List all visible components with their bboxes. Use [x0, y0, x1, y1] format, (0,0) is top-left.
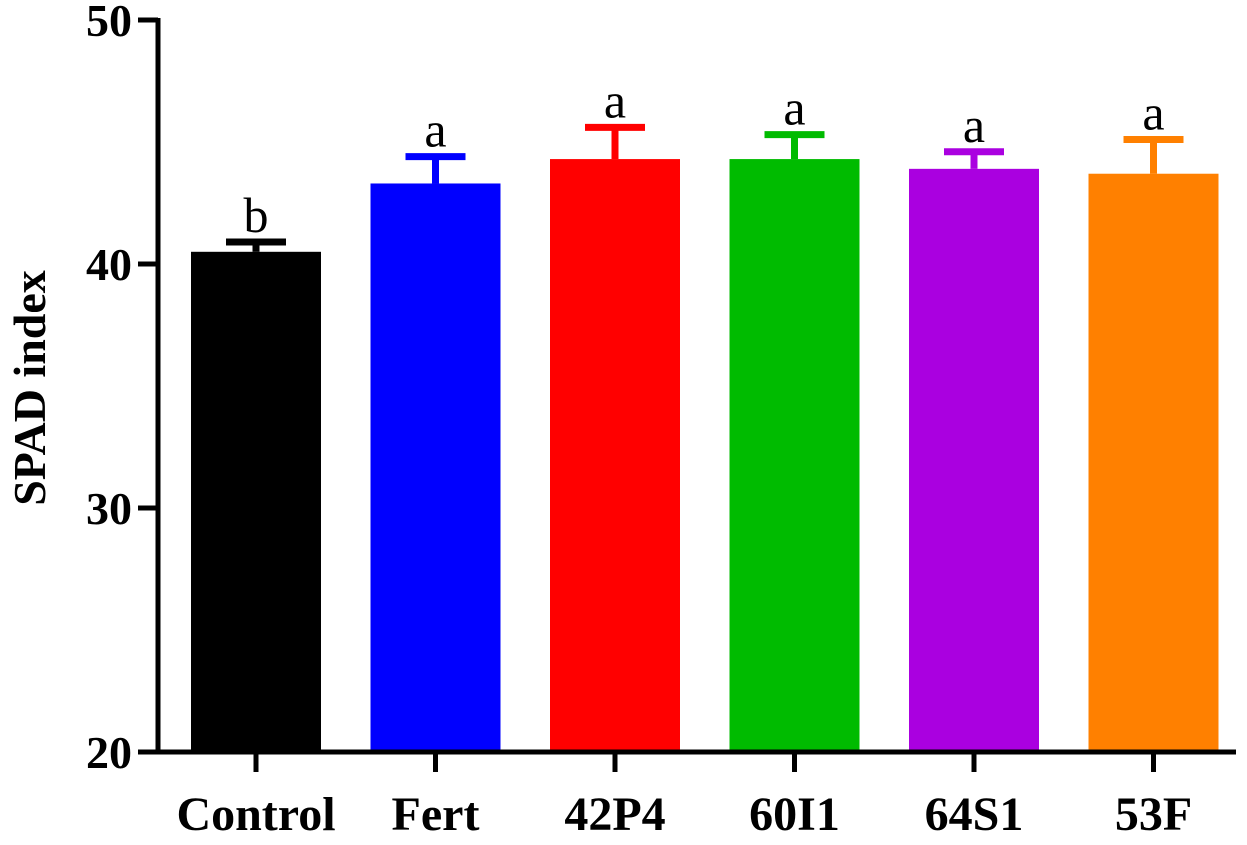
bar-42p4 — [550, 159, 680, 752]
bar-64s1 — [909, 168, 1039, 753]
bar-fert — [370, 183, 501, 753]
axes: Control Fert 42P4 60I1 64S1 53F 20 30 40 50 — [86, 0, 1236, 841]
y-tick-label: 30 — [86, 483, 132, 534]
x-tick-label: 42P4 — [564, 788, 665, 840]
y-tick-label: 50 — [86, 0, 132, 46]
bars — [191, 159, 1219, 753]
bar-60i1 — [729, 159, 860, 752]
bar-control — [191, 251, 321, 753]
significance-letter: a — [783, 80, 805, 136]
x-tick-label: 60I1 — [749, 788, 840, 840]
significance-letter: a — [1142, 85, 1164, 141]
x-tick-label: Fert — [392, 788, 480, 840]
significance-letter: a — [424, 102, 446, 158]
x-tick-label: Control — [176, 788, 335, 840]
significance-letter: b — [244, 187, 269, 243]
bar-53f — [1088, 173, 1219, 753]
significance-letter: a — [963, 97, 985, 153]
significance-letters: b a a a a a — [244, 72, 1165, 243]
y-tick-label: 40 — [86, 239, 132, 290]
significance-letter: a — [604, 72, 626, 128]
y-tick-label: 20 — [86, 727, 132, 778]
y-axis-label: SPAD index — [4, 270, 55, 506]
x-tick-label: 64S1 — [925, 788, 1024, 840]
x-tick-label: 53F — [1115, 788, 1192, 840]
error-bars — [226, 123, 1184, 252]
